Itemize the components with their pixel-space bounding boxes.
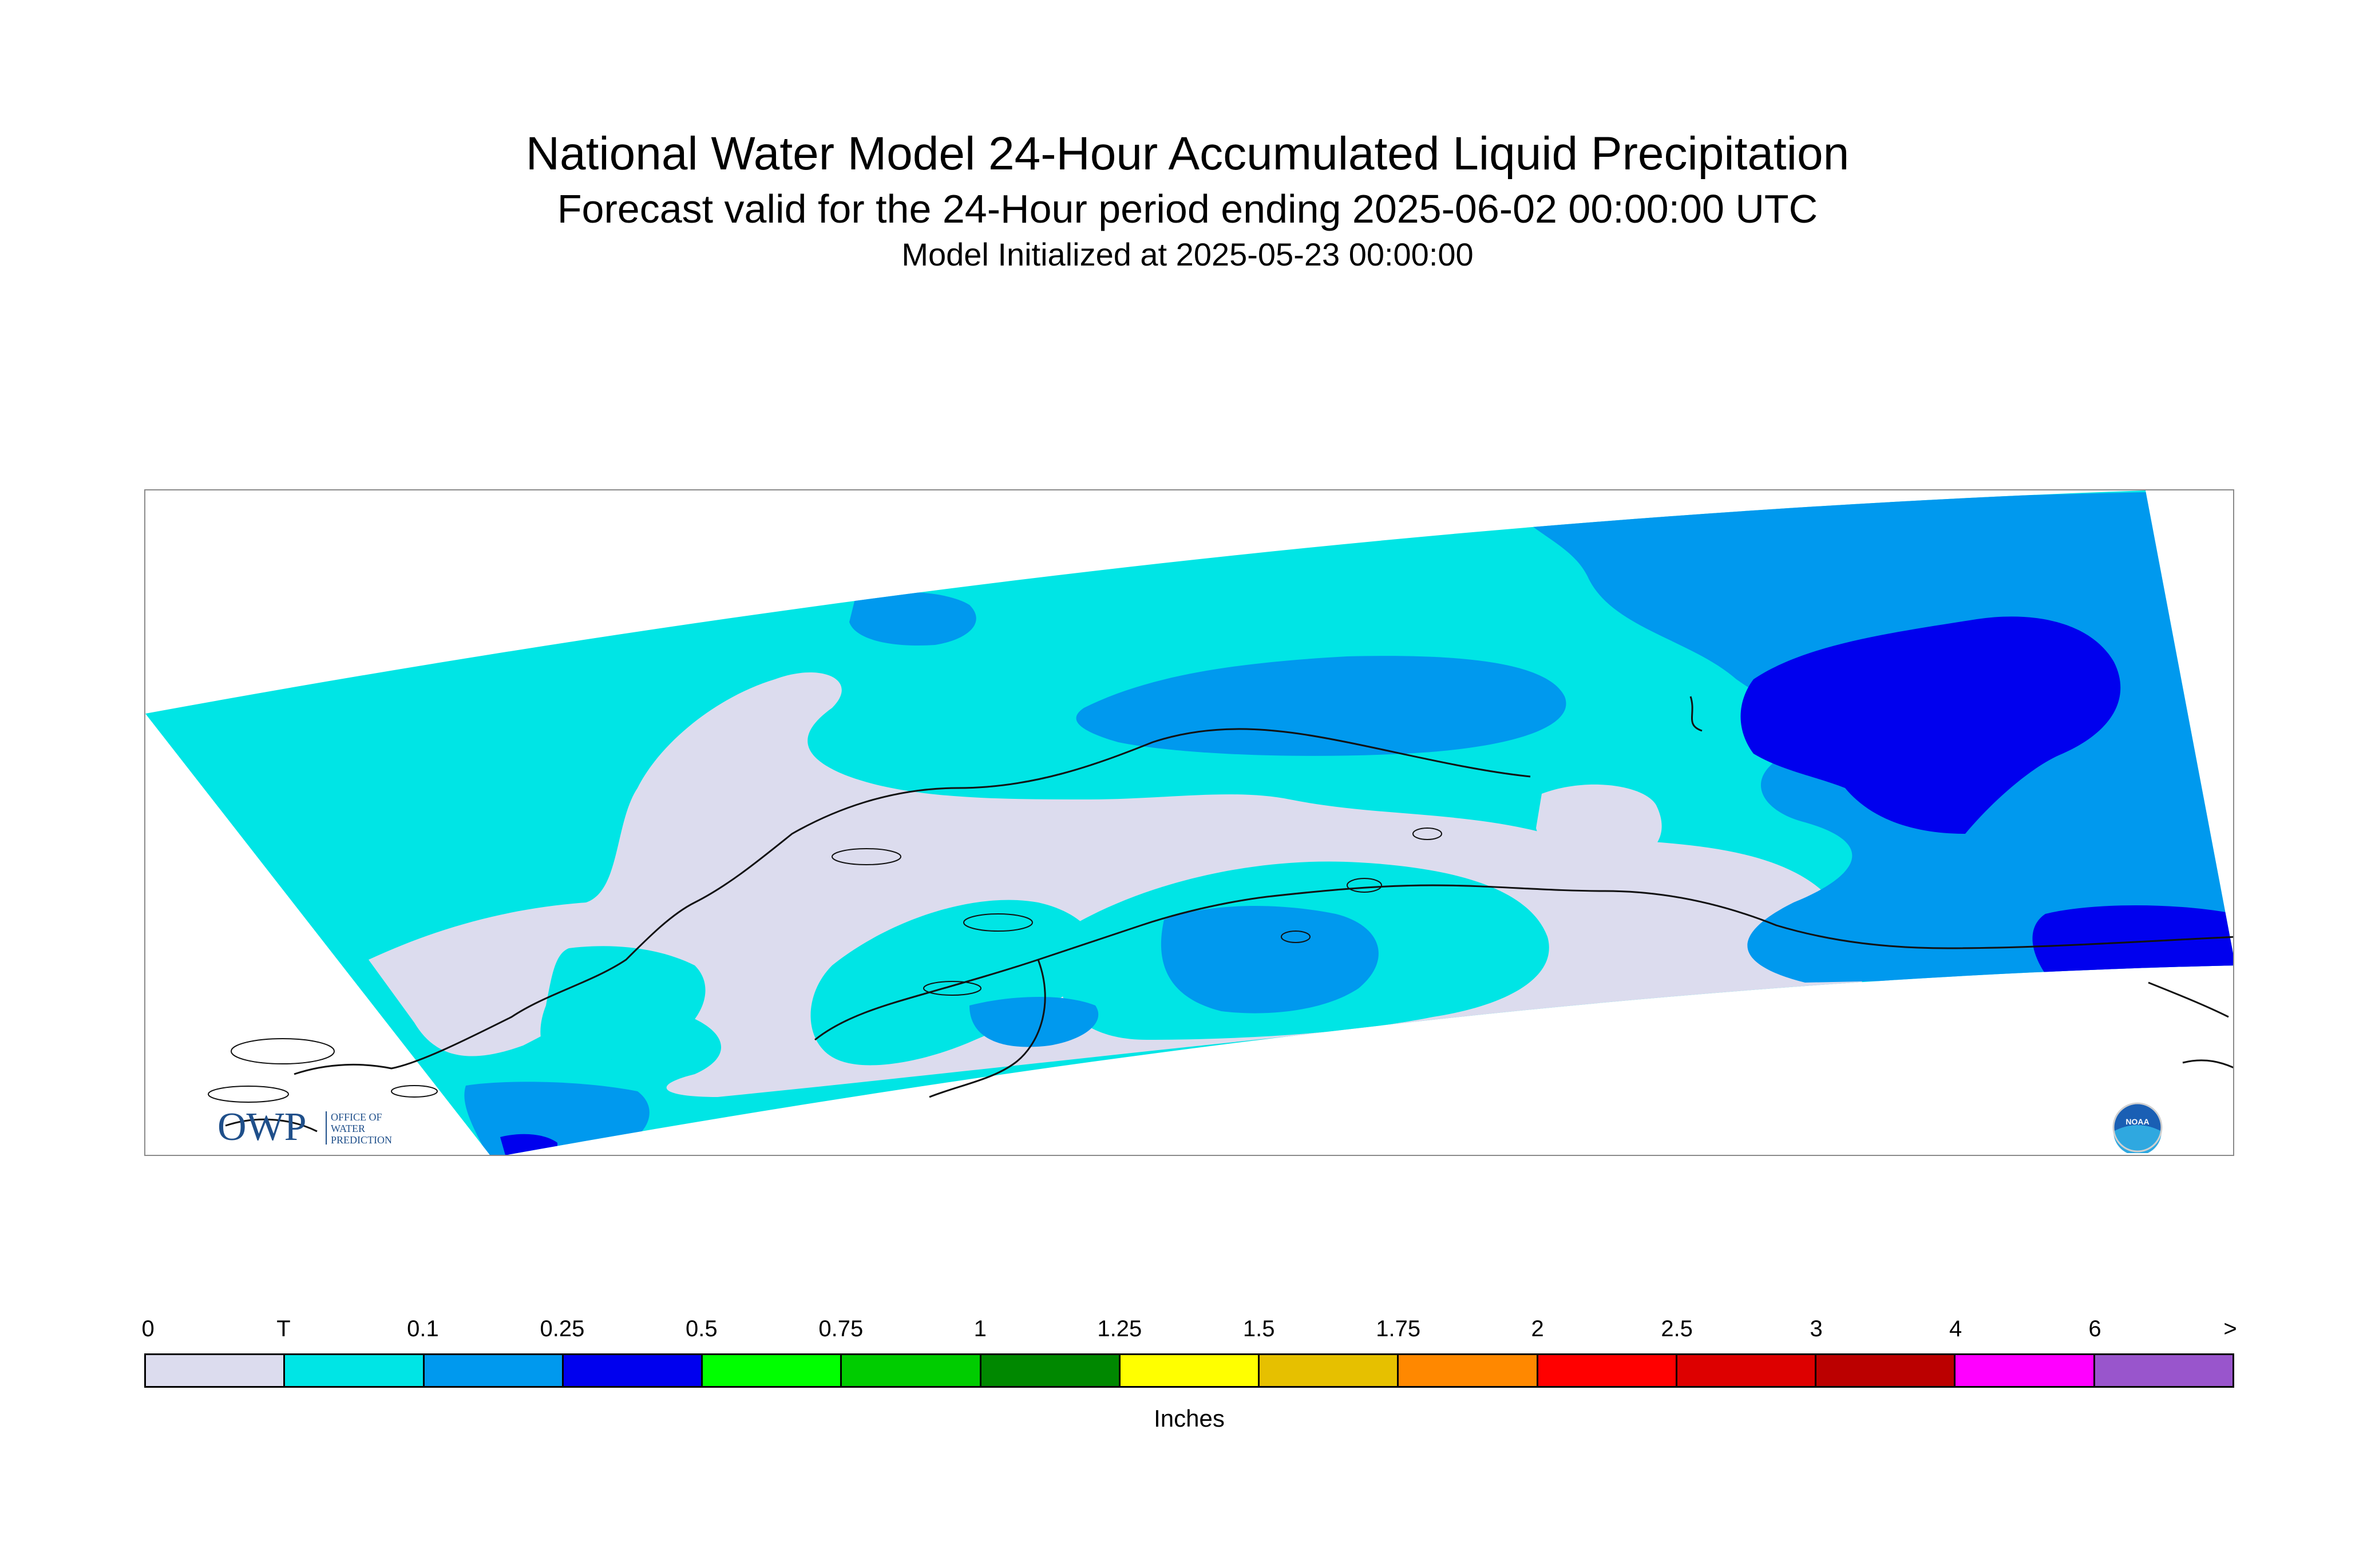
zero-precip-nw-island <box>1536 784 1662 864</box>
legend-swatch <box>1677 1355 1817 1386</box>
legend-swatch <box>424 1355 564 1386</box>
forecast-valid-subtitle: Forecast valid for the 24-Hour period en… <box>557 187 1818 231</box>
noaa-logo: NOAA <box>2112 1102 2163 1156</box>
legend-tick-label: 0.75 <box>818 1316 864 1341</box>
legend-swatch <box>2095 1355 2232 1386</box>
legend-swatch <box>146 1355 286 1386</box>
legend-swatch <box>1399 1355 1538 1386</box>
legend-tick-label: 6 <box>2088 1316 2101 1341</box>
precip-0.25-east-cell <box>1740 616 2121 834</box>
legend-swatch <box>285 1355 425 1386</box>
legend-tick-label: 1.25 <box>1097 1316 1142 1341</box>
precip-0.1-southcentral <box>1161 906 1379 1013</box>
legend-tick-label: 1.5 <box>1242 1316 1275 1341</box>
model-initialized-subtitle: Model Initialized at 2025-05-23 00:00:00 <box>901 236 1474 272</box>
owp-logo-sub-3: PREDICTION <box>331 1134 392 1146</box>
precip-0.1-peninsula <box>969 997 1099 1047</box>
owp-logo: OWP OFFICE OF WATER PREDICTION <box>217 1104 423 1153</box>
legend-tick-label: 0 <box>141 1316 155 1341</box>
trace-sw-coast <box>540 946 706 1063</box>
legend-swatch <box>842 1355 981 1386</box>
legend-tick-label: 2.5 <box>1661 1316 1693 1341</box>
legend-swatch <box>1260 1355 1399 1386</box>
legend-swatch <box>1538 1355 1677 1386</box>
legend-swatch <box>1956 1355 2095 1386</box>
legend-tick-label: 0.25 <box>540 1316 585 1341</box>
trace-central-interior <box>810 900 1097 1066</box>
owp-logo-sub-1: OFFICE OF <box>331 1111 382 1123</box>
legend-tick-label: 2 <box>1531 1316 1544 1341</box>
legend-tick-label: T <box>276 1316 291 1341</box>
precipitation-map <box>144 489 2234 1156</box>
legend-tick-label: 0.5 <box>686 1316 718 1341</box>
precip-0.25-east-south <box>2032 905 2233 974</box>
owp-logo-sub-2: WATER <box>331 1123 365 1134</box>
coastlines <box>225 696 2233 1133</box>
legend-tick-label: > <box>2223 1316 2237 1341</box>
legend-swatch <box>703 1355 842 1386</box>
legend-tick-label: 4 <box>1949 1316 1962 1341</box>
noaa-logo-text: NOAA <box>2125 1117 2149 1126</box>
legend-color-bar <box>144 1353 2234 1388</box>
legend-tick-label: 0.1 <box>407 1316 439 1341</box>
island-outlines <box>208 827 1442 1103</box>
map-title: National Water Model 24-Hour Accumulated… <box>525 128 1850 180</box>
legend-swatch <box>981 1355 1121 1386</box>
owp-logo-text: OWP <box>217 1105 307 1149</box>
legend-tick-label: 3 <box>1810 1316 1823 1341</box>
legend-swatch <box>1816 1355 1956 1386</box>
precip-legend: 0 T 0.1 0.25 0.5 0.75 1 1.25 1.5 1.75 2 2.5 3 4 6 > Inc… <box>141 1316 2237 1432</box>
legend-tick-label: 1.75 <box>1376 1316 1421 1341</box>
map-canvas <box>145 490 2233 1155</box>
legend-units-label: Inches <box>1154 1405 1225 1432</box>
legend-swatch <box>1120 1355 1260 1386</box>
legend-tick-label: 1 <box>973 1316 987 1341</box>
precip-0.1-north-cell <box>849 592 976 646</box>
legend-swatch <box>563 1355 703 1386</box>
